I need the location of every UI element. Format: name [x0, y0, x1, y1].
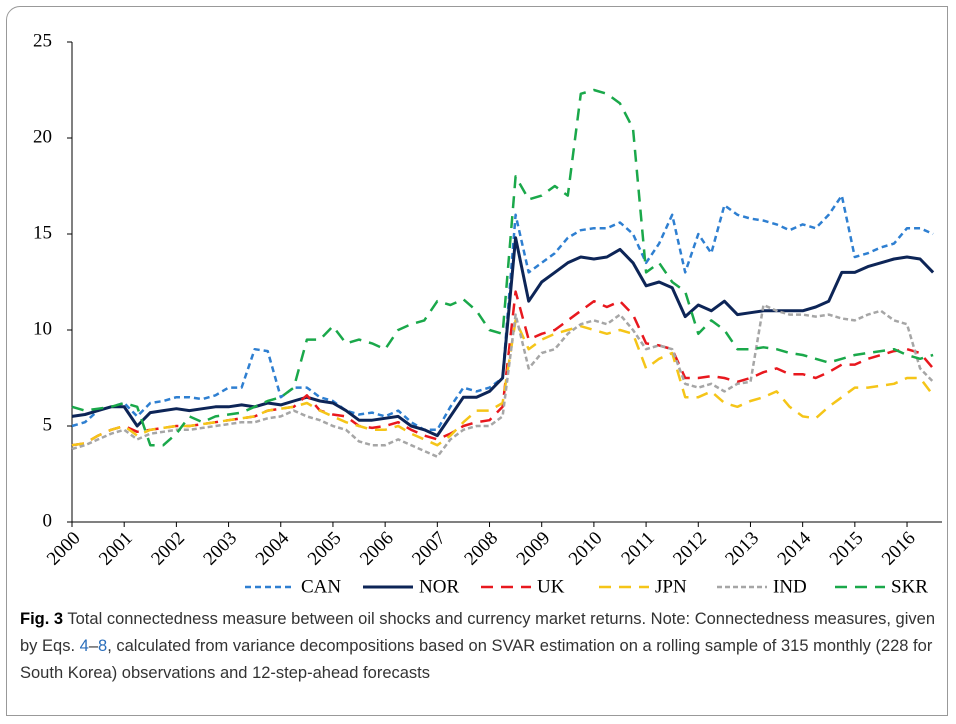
x-tick-label: 2006 [356, 528, 398, 570]
legend-label: IND [773, 576, 807, 597]
caption-text: , calculated from variance decomposition… [20, 637, 933, 682]
y-tick-label: 10 [33, 318, 52, 339]
x-tick-label: 2007 [408, 528, 450, 570]
y-tick-label: 25 [33, 30, 52, 51]
x-tick-label: 2001 [95, 528, 137, 570]
x-tick-label: 2015 [826, 528, 868, 570]
legend-label: JPN [655, 576, 687, 597]
series-line [71, 303, 934, 458]
x-tick-label: 2003 [199, 528, 241, 570]
series-line [71, 236, 935, 438]
figure-frame [6, 6, 948, 716]
series-line [71, 290, 935, 447]
legend-label: SKR [891, 576, 928, 597]
legend-label: UK [537, 576, 565, 597]
caption: Fig. 3 Total connectedness measure betwe… [20, 606, 940, 687]
caption-text: – [88, 637, 98, 655]
x-tick-label: 2016 [878, 528, 920, 570]
caption-label: Fig. 3 [20, 610, 64, 628]
y-tick-label: 15 [33, 222, 52, 243]
series-line [71, 88, 934, 447]
caption-text: Total connectedness measure between oil … [20, 610, 935, 655]
x-tick-label: 2005 [304, 528, 346, 570]
x-tick-label: 2009 [513, 528, 555, 570]
x-tick-label: 2000 [43, 528, 85, 570]
x-tick-label: 2014 [774, 527, 816, 569]
x-tick-label: 2013 [721, 528, 763, 570]
eq-ref: 8 [98, 637, 108, 655]
y-tick-label: 0 [43, 510, 53, 531]
x-tick-label: 2010 [565, 528, 607, 570]
legend-label: CAN [301, 576, 341, 597]
eq-ref: 4 [79, 637, 89, 655]
series-line [71, 319, 935, 447]
y-tick-label: 20 [33, 126, 52, 147]
x-tick-label: 2012 [669, 528, 711, 570]
legend-label: NOR [419, 576, 459, 597]
x-tick-label: 2011 [617, 528, 658, 569]
x-tick-label: 2008 [460, 528, 502, 570]
x-tick-label: 2004 [252, 527, 294, 569]
x-tick-label: 2002 [147, 528, 189, 570]
y-tick-label: 5 [43, 414, 53, 435]
series-line [71, 194, 934, 432]
